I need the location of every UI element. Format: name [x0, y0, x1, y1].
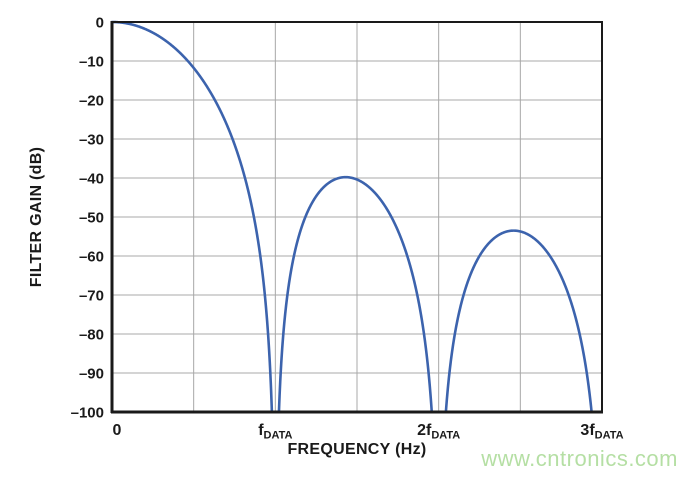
y-tick-label: –30	[79, 132, 104, 149]
x-tick-main: 0	[113, 422, 122, 439]
y-tick-label: –20	[79, 93, 104, 110]
x-tick-label: 3fDATA	[580, 422, 623, 442]
watermark: www.cntronics.com	[481, 446, 678, 471]
filter-response-curve	[111, 20, 593, 412]
x-tick-label: 2fDATA	[417, 422, 460, 442]
x-tick-label: 0	[113, 422, 122, 439]
x-tick-subscript: DATA	[595, 430, 624, 442]
x-tick-subscript: DATA	[431, 430, 460, 442]
y-axis-title: FILTER GAIN (dB)	[28, 146, 45, 288]
y-tick-label: –10	[79, 54, 104, 71]
x-tick-label: fDATA	[258, 422, 292, 442]
y-tick-labels: 0 –10 –20 –30 –40 –50 –60 –70 –80 –90 –100	[71, 15, 104, 422]
gridlines	[112, 22, 602, 412]
y-tick-label: –50	[79, 210, 104, 227]
y-tick-label: –80	[79, 327, 104, 344]
y-tick-label: –100	[71, 405, 104, 422]
y-tick-label: –40	[79, 171, 104, 188]
y-tick-label: –90	[79, 366, 104, 383]
y-tick-label: 0	[96, 15, 104, 32]
x-tick-main: f	[258, 422, 264, 439]
x-tick-main: 2f	[417, 422, 432, 439]
x-axis-title: FREQUENCY (Hz)	[287, 441, 427, 458]
x-tick-labels: 0 fDATA 2fDATA 3fDATA	[113, 422, 624, 442]
x-tick-subscript: DATA	[264, 430, 293, 442]
y-tick-label: –70	[79, 288, 104, 305]
x-tick-main: 3f	[580, 422, 595, 439]
plot-border	[110, 21, 603, 414]
y-tick-label: –60	[79, 249, 104, 266]
